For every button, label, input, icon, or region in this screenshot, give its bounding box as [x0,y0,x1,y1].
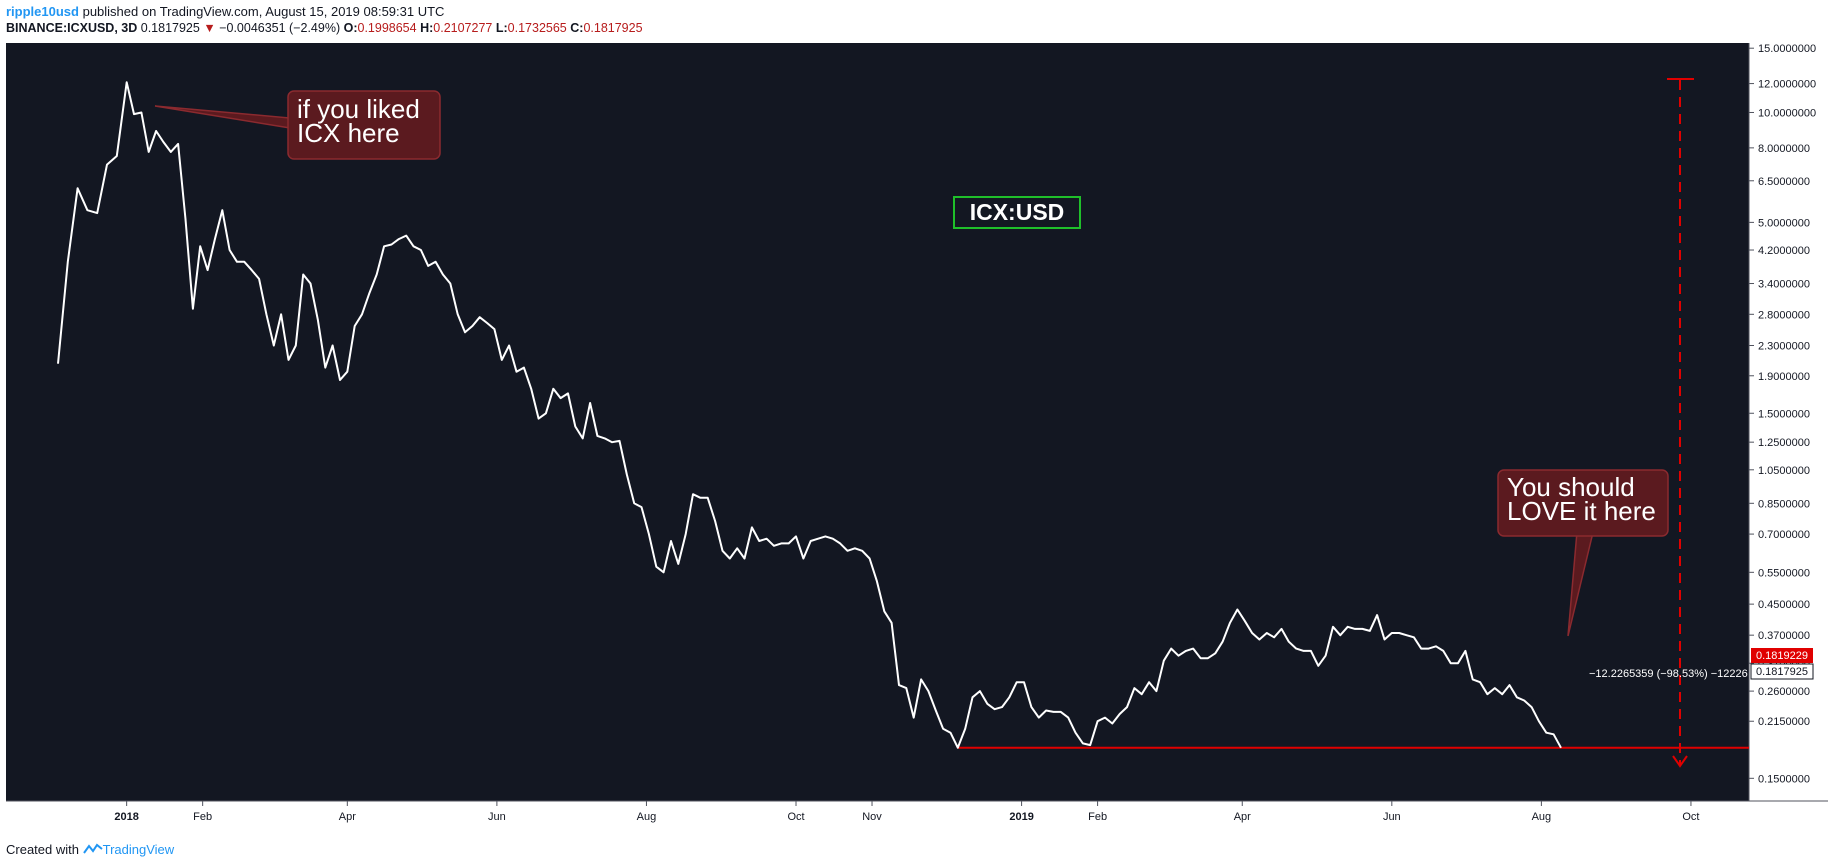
callout-box [1497,469,1669,537]
time-tick-label: Aug [1532,811,1552,823]
chart-title: ICX:USD [970,199,1065,225]
time-tick-label: Feb [1088,811,1107,823]
price-tick-label: 0.4500000 [1758,599,1810,611]
price-tick-label: 5.0000000 [1758,217,1810,229]
high-value: 0.2107277 [433,21,493,35]
price-tick-label: 8.0000000 [1758,143,1810,155]
price-tick-label: 10.0000000 [1758,107,1816,119]
callout-you-should-love[interactable]: You should LOVE it here [1497,469,1669,637]
support-price-bg [1751,648,1813,663]
price-axis[interactable]: 15.0000000 12.0000000 10.0000000 8.0000000 6… [1749,43,1816,785]
tradingview-logo-icon [82,843,103,858]
price-tick-label: 1.9000000 [1758,371,1810,383]
time-tick-label: Oct [787,811,804,823]
publish-info: published on TradingView.com, August 15,… [82,4,445,19]
low-label: L: [495,21,508,35]
callout-box [287,90,441,160]
price-tick-label: 4.2000000 [1758,245,1810,257]
time-axis[interactable]: 2018 Feb Apr Jun Aug Oct Nov 2019 Feb Apr Jun Aug Oc… [114,801,1700,823]
price-tick-label: 0.2600000 [1758,686,1810,698]
last-price: 0.1817925 [140,21,200,35]
current-price-text: 0.1817925 [1756,666,1808,678]
time-tick-label: Jun [488,811,506,823]
price-tick-label: 2.8000000 [1758,309,1810,321]
price-tick-label: 1.2500000 [1758,437,1810,449]
price-tick-label: 0.8500000 [1758,498,1810,510]
time-tick-label: Feb [193,811,212,823]
measure-readout: −12.2265359 (−98.53%) −12226 [1589,668,1748,680]
price-tick-label: 1.0500000 [1758,465,1810,477]
time-tick-label: Nov [862,811,882,823]
price-change: −0.0046351 (−2.49%) [219,21,341,35]
time-tick-label: 2019 [1009,811,1033,823]
time-tick-label: Jun [1383,811,1401,823]
price-tick-label: 0.3700000 [1758,630,1810,642]
close-value: 0.1817925 [583,21,643,35]
footer: Created with TradingView [6,842,174,858]
measure-arrow-icon [1672,755,1688,768]
ohlc-line: BINANCE:ICXUSD, 3D 0.1817925 ▼ −0.004635… [6,20,643,37]
title-box-border [953,196,1081,229]
time-tick-label: 2018 [114,811,138,823]
current-price-label: 0.1817925 [1750,663,1814,680]
down-arrow-icon: ▼ [203,21,216,35]
price-tick-label: 0.5500000 [1758,567,1810,579]
created-with-label: Created with [6,842,79,857]
price-tick-label: 0.1500000 [1758,773,1810,785]
time-tick-label: Oct [1682,811,1699,823]
price-tick-label: 2.3000000 [1758,340,1810,352]
price-tick-label: 15.0000000 [1758,43,1816,55]
support-price-label: 0.1819229 [1751,648,1813,663]
price-line-series[interactable] [57,81,1562,749]
symbol-label: BINANCE:ICXUSD, 3D [6,21,138,35]
close-label: C: [570,21,584,35]
price-tick-label: 3.4000000 [1758,279,1810,291]
high-label: H: [420,21,434,35]
open-value: 0.1998654 [357,21,417,35]
price-chart[interactable]: 15.0000000 12.0000000 10.0000000 8.0000000 6… [0,40,1828,840]
callout-text-line2: LOVE it here [1507,496,1656,526]
price-tick-label: 0.2150000 [1758,716,1810,728]
price-tick-label: 12.0000000 [1758,79,1816,91]
chart-header: ripple10usd published on TradingView.com… [6,3,643,37]
price-tick-label: 1.5000000 [1758,408,1810,420]
callout-text-line2: ICX here [297,118,400,148]
callout-text-line1: if you liked [297,94,420,124]
support-price-text: 0.1819229 [1756,650,1808,662]
plot-area[interactable] [6,43,1749,801]
price-tick-label: 0.7000000 [1758,529,1810,541]
author-link[interactable]: ripple10usd [6,4,79,19]
time-tick-label: Apr [339,811,356,823]
time-tick-label: Aug [637,811,657,823]
current-price-bg [1750,663,1814,680]
publish-line: ripple10usd published on TradingView.com… [6,3,643,20]
open-label: O: [343,21,358,35]
price-tick-label: 6.5000000 [1758,176,1810,188]
title-box[interactable]: ICX:USD [953,196,1081,229]
callout-if-you-liked[interactable]: if you liked ICX here [154,90,441,160]
tradingview-link[interactable]: TradingView [102,842,175,857]
callout-text-line1: You should [1507,472,1635,502]
time-tick-label: Apr [1234,811,1251,823]
low-value: 0.1732565 [507,21,567,35]
